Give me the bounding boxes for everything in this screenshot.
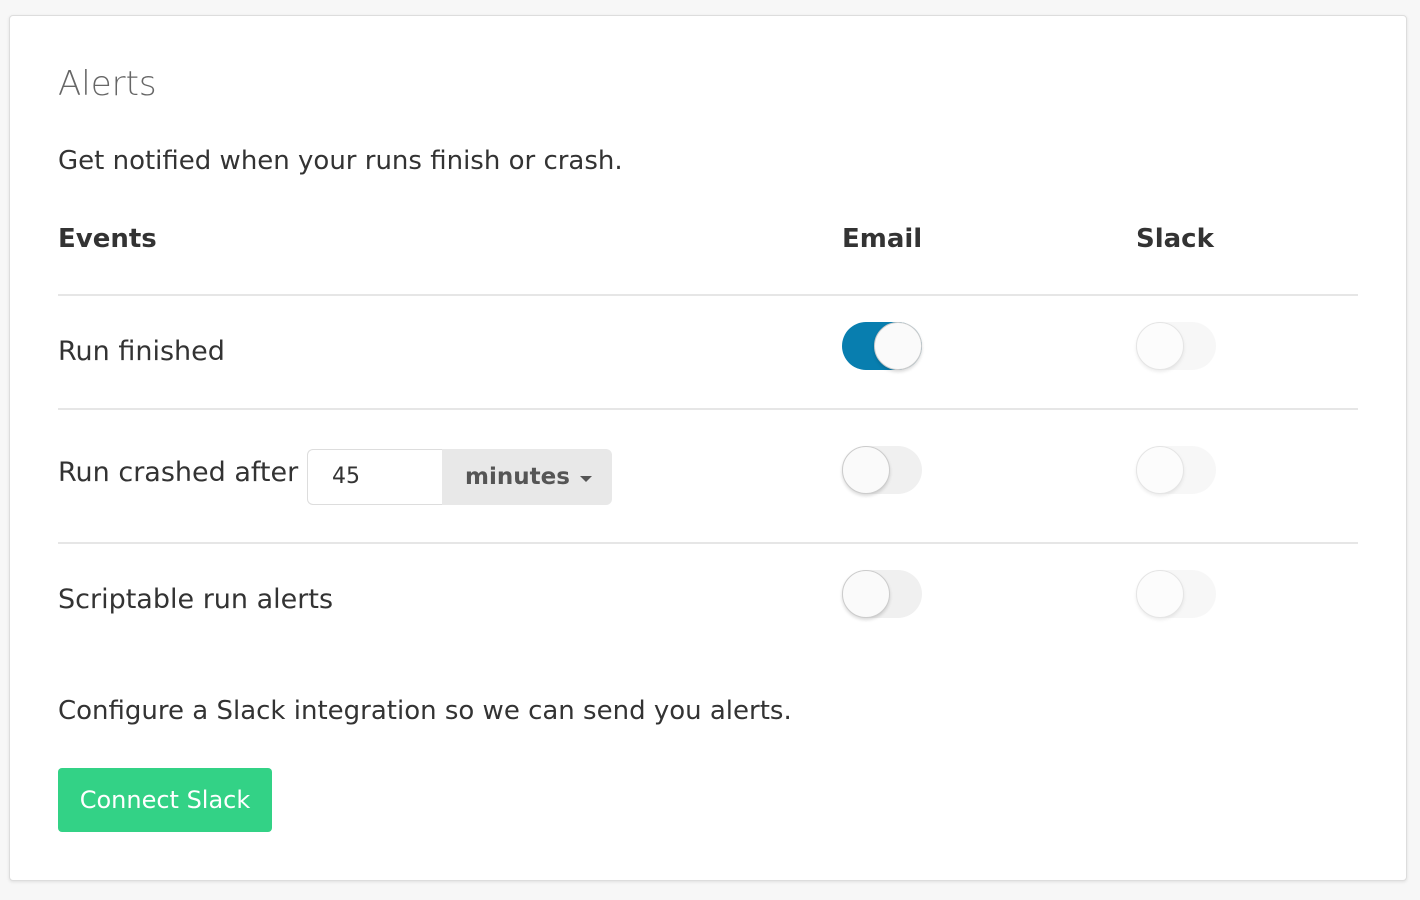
- connect-slack-button[interactable]: Connect Slack: [58, 768, 272, 832]
- slack-header: Slack: [1136, 224, 1214, 254]
- divider: [58, 408, 1358, 410]
- events-header: Events: [58, 224, 157, 254]
- toggle-knob: [1136, 322, 1184, 370]
- slack-toggle-scriptable[interactable]: [1136, 570, 1216, 618]
- divider: [58, 294, 1358, 296]
- email-toggle-run-crashed[interactable]: [842, 446, 922, 494]
- row-run-crashed-label: Run crashed after: [58, 457, 299, 488]
- toggle-knob: [842, 446, 890, 494]
- slack-note: Configure a Slack integration so we can …: [58, 696, 792, 726]
- alerts-card: Alerts Get notified when your runs finis…: [9, 15, 1407, 881]
- subtitle: Get notified when your runs finish or cr…: [58, 146, 623, 176]
- slack-toggle-run-finished[interactable]: [1136, 322, 1216, 370]
- time-unit-select[interactable]: minutes: [442, 449, 612, 505]
- toggle-knob: [1136, 446, 1184, 494]
- toggle-knob: [874, 322, 922, 370]
- row-run-finished-label: Run finished: [58, 336, 225, 367]
- caret-down-icon: [580, 476, 592, 482]
- slack-toggle-run-crashed[interactable]: [1136, 446, 1216, 494]
- email-toggle-scriptable[interactable]: [842, 570, 922, 618]
- toggle-knob: [1136, 570, 1184, 618]
- divider: [58, 542, 1358, 544]
- page-title: Alerts: [58, 64, 157, 104]
- row-scriptable-label: Scriptable run alerts: [58, 584, 334, 615]
- email-header: Email: [842, 224, 923, 254]
- time-unit-value: minutes: [465, 464, 570, 490]
- email-toggle-run-finished[interactable]: [842, 322, 922, 370]
- toggle-knob: [842, 570, 890, 618]
- crash-minutes-input[interactable]: 45: [307, 449, 443, 505]
